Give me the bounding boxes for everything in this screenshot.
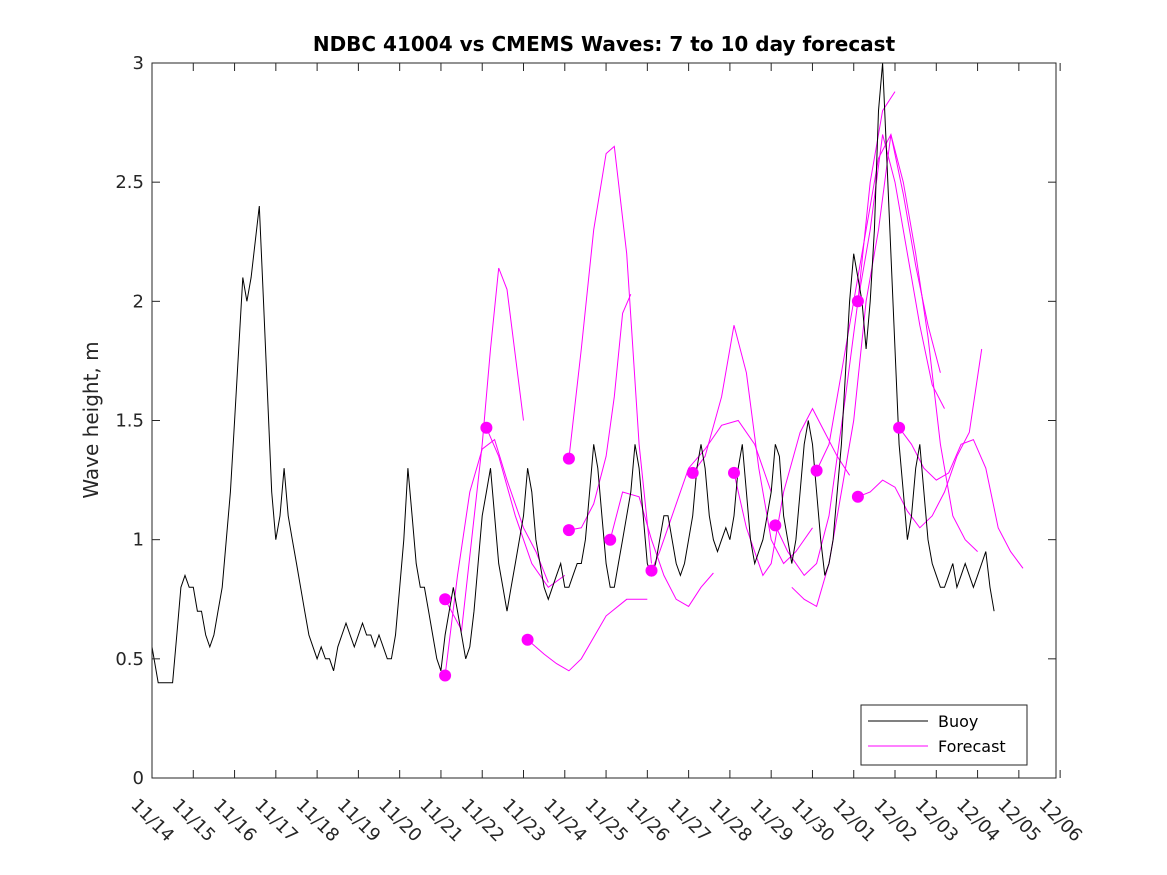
x-tick-label-4: 11/18 (292, 795, 344, 847)
x-tick-label-20: 12/04 (952, 795, 1004, 847)
plot-background (152, 63, 1056, 778)
forecast-line-6 (609, 491, 714, 608)
forecast-line-7 (651, 419, 772, 571)
forecast-marker-11 (810, 464, 823, 477)
forecast-line-10 (774, 91, 896, 577)
forecast-marker-10 (769, 519, 782, 532)
forecast-marker-12 (851, 295, 864, 308)
forecast-line-0 (444, 267, 524, 632)
forecast-marker-14 (893, 421, 906, 434)
x-tick-label-1: 11/15 (168, 795, 220, 847)
forecast-marker-5 (562, 524, 575, 537)
forecast-marker-2 (480, 421, 493, 434)
x-tick-label-19: 12/03 (911, 795, 963, 847)
forecast-marker-1 (439, 669, 452, 682)
plot-frame (151, 62, 1057, 779)
forecast-marker-8 (686, 466, 699, 479)
forecast-line-4 (568, 145, 652, 564)
legend-box (860, 704, 1028, 766)
x-tick-label-15: 11/29 (746, 795, 798, 847)
forecast-line-3 (527, 598, 648, 672)
forecast-line-13 (857, 348, 983, 529)
x-tick-label-5: 11/19 (333, 795, 385, 847)
chart-title: NDBC 41004 vs CMEMS Waves: 7 to 10 day f… (313, 32, 896, 56)
y-tick-label-5: 2.5 (115, 172, 144, 193)
x-tick-label-10: 11/24 (539, 795, 591, 847)
forecast-line-12 (857, 134, 945, 409)
y-tick-label-2: 1 (133, 530, 144, 551)
forecast-line-9 (733, 407, 851, 577)
x-tick-label-17: 12/01 (828, 795, 880, 847)
x-tick-label-16: 11/30 (787, 795, 839, 847)
forecast-line-14 (898, 427, 1024, 569)
y-tick-label-1: 0.5 (115, 649, 144, 670)
legend-buoy-label: Buoy (938, 712, 978, 731)
forecast-marker-9 (728, 466, 740, 479)
x-tick-label-6: 11/20 (374, 795, 426, 847)
forecast-line-1 (444, 438, 549, 676)
y-tick-label-4: 2 (133, 291, 144, 312)
x-tick-label-0: 11/14 (126, 795, 178, 847)
y-tick-label-3: 1.5 (115, 411, 144, 432)
forecast-line-11 (816, 133, 941, 471)
x-tick-label-13: 11/27 (663, 795, 715, 847)
legend-forecast-label: Forecast (938, 737, 1006, 756)
forecast-marker-3 (521, 633, 534, 646)
x-tick-label-7: 11/21 (415, 795, 467, 847)
forecast-marker-6 (604, 533, 617, 546)
x-tick-label-3: 11/17 (250, 795, 302, 847)
x-tick-label-14: 11/28 (704, 795, 756, 847)
y-axis-label: Wave height, m (79, 341, 103, 498)
series-layer (151, 62, 1024, 684)
legend: Buoy Forecast (860, 704, 1028, 766)
forecast-marker-0 (439, 593, 452, 606)
forecast-line-8 (692, 325, 813, 565)
x-tick-label-8: 11/22 (457, 795, 509, 847)
forecast-marker-13 (851, 490, 864, 503)
y-tick-label-0: 0 (133, 768, 144, 789)
buoy-line (151, 62, 995, 684)
x-tick-label-9: 11/23 (498, 795, 550, 847)
forecast-line-5 (568, 294, 632, 531)
forecast-marker-7 (645, 564, 658, 577)
y-tick-label-6: 3 (133, 53, 144, 74)
forecast-line-15 (791, 134, 978, 608)
x-tick-label-11: 11/25 (581, 795, 633, 847)
x-tick-label-22: 12/06 (1035, 795, 1087, 847)
x-tick-label-2: 11/16 (209, 795, 261, 847)
forecast-marker-4 (562, 452, 575, 465)
x-tick-label-12: 11/26 (622, 795, 674, 847)
forecast-line-2 (485, 427, 566, 589)
x-tick-label-21: 12/05 (993, 795, 1045, 847)
x-tick-label-18: 12/02 (869, 795, 921, 847)
